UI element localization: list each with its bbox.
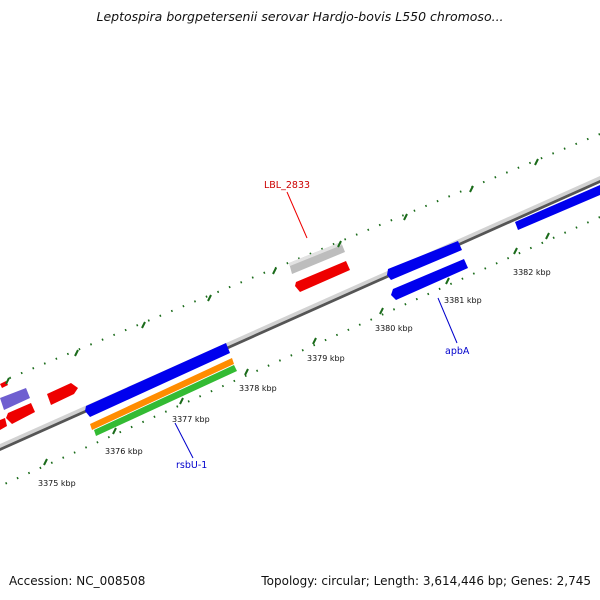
tick-label-3376: 3376 kbp [105, 447, 143, 456]
gene-blue-apba-1[interactable] [387, 241, 462, 280]
gene-gray-lbl2833[interactable] [289, 242, 345, 274]
gene-red-edge[interactable] [0, 418, 7, 430]
gene-label-apba-group[interactable]: apbA [437, 297, 470, 357]
upper-tick-track [0, 133, 600, 383]
tick-label-3379: 3379 kbp [307, 354, 345, 363]
gene-red-lower-left[interactable] [6, 403, 35, 424]
lower-tick-track [0, 216, 600, 487]
gene-label-lbl2833-group[interactable]: LBL_2833 [264, 180, 310, 239]
gene-blue-large[interactable] [85, 343, 230, 417]
tick-label-3377: 3377 kbp [172, 415, 210, 424]
tick-label-3378: 3378 kbp [239, 384, 277, 393]
reverse-strand-genes[interactable] [0, 241, 468, 436]
gene-green-rsbu[interactable] [94, 365, 237, 436]
gene-orange-rsbu[interactable] [90, 358, 234, 430]
genome-summary-text: Topology: circular; Length: 3,614,446 bp… [261, 574, 591, 588]
gene-label-rsbu-group[interactable]: rsbU-1 [174, 422, 207, 471]
tick-labels: 3375 kbp 3376 kbp 3377 kbp 3378 kbp 3379… [38, 268, 551, 488]
gene-blue-apba-2[interactable] [391, 259, 468, 300]
gene-red-left[interactable] [47, 383, 78, 405]
gene-red-lbl2833[interactable] [295, 261, 350, 292]
gene-lavender-fragment[interactable] [0, 388, 30, 410]
tick-label-3382: 3382 kbp [513, 268, 551, 277]
accession-text: Accession: NC_008508 [9, 574, 146, 588]
map-title: Leptospira borgpetersenii serovar Hardjo… [96, 9, 504, 24]
gene-label-rsbu: rsbU-1 [176, 460, 207, 471]
gene-label-lbl2833: LBL_2833 [264, 180, 310, 191]
major-ticks [5, 158, 550, 466]
gene-label-apba: apbA [445, 346, 470, 357]
tick-label-3380: 3380 kbp [375, 324, 413, 333]
gene-blue-upper-right[interactable] [515, 185, 600, 230]
tick-label-3381: 3381 kbp [444, 296, 482, 305]
tick-label-3375: 3375 kbp [38, 479, 76, 488]
